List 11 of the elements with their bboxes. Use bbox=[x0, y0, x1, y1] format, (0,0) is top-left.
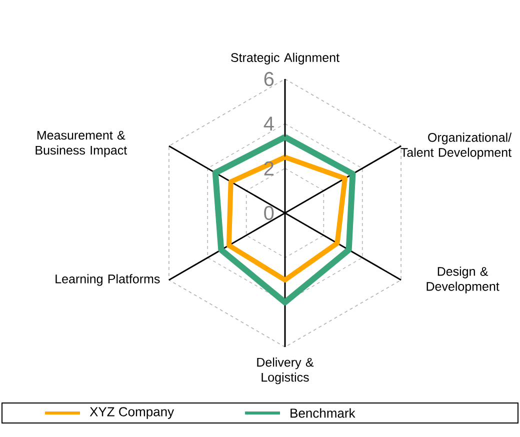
y-tick-label: 6 bbox=[264, 72, 274, 86]
spoke-label: Measurement & Business Impact bbox=[36, 130, 128, 158]
legend-label: XYZ Company bbox=[90, 407, 174, 419]
spoke-label: Learning Platforms bbox=[56, 274, 160, 286]
spoke-label: Design & Development bbox=[426, 266, 500, 294]
legend-label: Benchmark bbox=[290, 408, 356, 418]
spoke-label: Strategic Alignment bbox=[231, 52, 340, 64]
spoke-label: Organizational/ Talent Development bbox=[400, 132, 512, 160]
spoke-label: Delivery & Logistics bbox=[257, 358, 314, 384]
y-tick-label: 0 bbox=[264, 206, 274, 220]
y-tick-label: 4 bbox=[264, 116, 274, 131]
